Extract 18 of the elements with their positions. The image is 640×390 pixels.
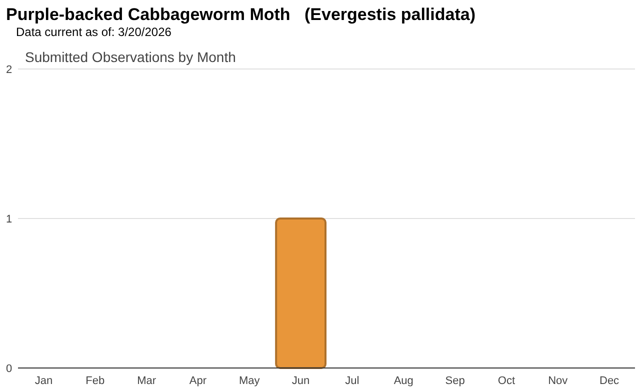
- x-tick-label: May: [238, 375, 260, 387]
- x-tick-label: Feb: [86, 375, 105, 387]
- chart-title: Purple-backed Cabbageworm Moth (Evergestis pallidata): [6, 5, 476, 24]
- x-tick-label: Oct: [498, 375, 516, 387]
- x-tick-label: Jul: [345, 375, 360, 387]
- chart-subtitle: Data current as of: 3/20/2026: [16, 25, 172, 39]
- x-tick-label: Mar: [137, 375, 156, 387]
- x-tick-label: Sep: [445, 375, 465, 387]
- y-tick-label: 2: [6, 64, 12, 76]
- text: Submitted Observations by Month: [25, 49, 236, 65]
- x-tick-label: Nov: [548, 375, 568, 387]
- y-tick-label: 0: [6, 362, 12, 375]
- x-tick-label: Jan: [34, 375, 53, 387]
- x-tick-label: Jun: [292, 375, 310, 387]
- x-tick-label: Dec: [600, 375, 620, 387]
- y-tick-label: 1: [6, 213, 12, 226]
- x-tick-label: Aug: [394, 375, 414, 387]
- x-tick-label: Apr: [189, 375, 207, 387]
